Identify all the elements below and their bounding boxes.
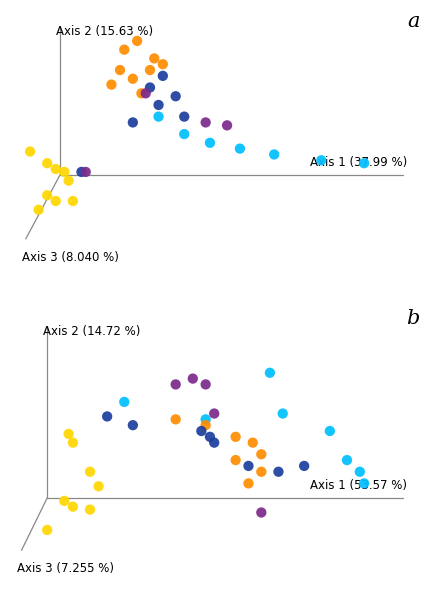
Point (343, 455, 350, 465)
Point (279, 409, 286, 418)
Point (202, 415, 209, 424)
Point (134, 36, 141, 46)
Point (69, 196, 76, 206)
Point (361, 479, 368, 488)
Point (202, 380, 209, 389)
Point (271, 149, 277, 159)
Text: Axis 3 (8.040 %): Axis 3 (8.040 %) (21, 251, 118, 263)
Point (301, 461, 308, 471)
Point (61, 496, 68, 506)
Point (78, 167, 85, 177)
Point (202, 118, 209, 127)
Point (82, 167, 89, 177)
Point (129, 421, 136, 430)
Text: Axis 1 (37.99 %): Axis 1 (37.99 %) (310, 156, 407, 169)
Point (267, 368, 274, 377)
Point (181, 129, 188, 139)
Point (27, 147, 34, 157)
Point (275, 467, 282, 476)
Point (224, 121, 231, 130)
Point (52, 196, 59, 206)
Point (44, 190, 51, 200)
Point (189, 374, 196, 383)
Point (181, 112, 188, 121)
Point (146, 83, 153, 92)
Point (142, 89, 149, 98)
Point (44, 158, 51, 168)
Point (87, 467, 94, 476)
Point (326, 426, 333, 436)
Point (172, 91, 179, 101)
Text: Axis 2 (15.63 %): Axis 2 (15.63 %) (56, 25, 153, 38)
Point (104, 412, 111, 421)
Text: Axis 3 (7.255 %): Axis 3 (7.255 %) (17, 562, 114, 575)
Point (69, 502, 76, 511)
Point (361, 158, 368, 168)
Text: Axis 2 (14.72 %): Axis 2 (14.72 %) (43, 325, 140, 338)
Point (258, 508, 265, 517)
Point (138, 89, 145, 98)
Text: b: b (406, 309, 420, 328)
Point (87, 505, 94, 514)
Point (52, 164, 59, 174)
Text: Axis 1 (53.57 %): Axis 1 (53.57 %) (310, 479, 407, 492)
Point (129, 74, 136, 83)
Point (258, 467, 265, 476)
Point (155, 100, 162, 110)
Point (318, 155, 325, 165)
Point (146, 65, 153, 75)
Point (249, 438, 256, 448)
Point (35, 205, 42, 215)
Point (121, 45, 128, 55)
Point (172, 380, 179, 389)
Point (117, 65, 124, 75)
Point (258, 449, 265, 459)
Point (65, 176, 72, 185)
Point (95, 481, 102, 491)
Point (69, 438, 76, 448)
Point (198, 426, 205, 436)
Point (211, 409, 218, 418)
Point (356, 467, 363, 476)
Point (160, 71, 166, 80)
Point (232, 432, 239, 442)
Point (160, 59, 166, 69)
Point (108, 80, 115, 89)
Point (129, 118, 136, 127)
Point (44, 525, 51, 535)
Point (155, 112, 162, 121)
Point (211, 438, 218, 448)
Point (151, 53, 158, 63)
Text: a: a (407, 12, 420, 31)
Point (245, 479, 252, 488)
Point (236, 144, 243, 154)
Point (206, 432, 213, 442)
Point (245, 461, 252, 471)
Point (172, 415, 179, 424)
Point (65, 429, 72, 439)
Point (121, 397, 128, 407)
Point (202, 421, 209, 430)
Point (232, 455, 239, 465)
Point (206, 138, 213, 148)
Point (61, 167, 68, 177)
